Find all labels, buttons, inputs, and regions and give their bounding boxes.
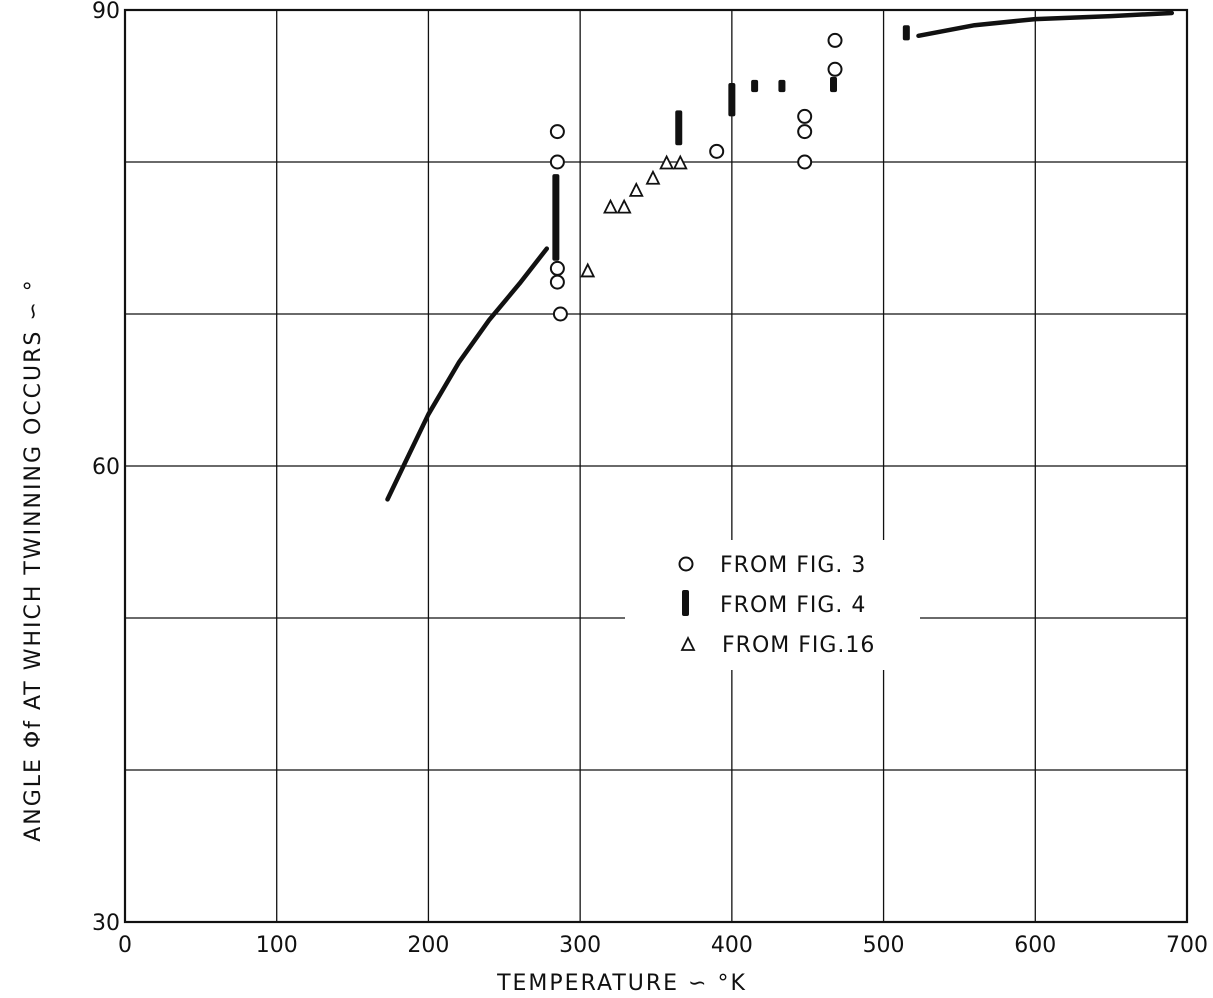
legend-label-fig16: FROM FIG.16 <box>722 633 875 658</box>
range-bar-4 <box>778 79 786 93</box>
triangle-point-5 <box>659 154 675 170</box>
x-tick-label-600: 600 <box>1014 933 1056 958</box>
x-tick-label-0: 0 <box>118 933 132 958</box>
plot-frame <box>123 8 1189 924</box>
y-tick-label-90: 90 <box>92 0 120 24</box>
circle-point-10 <box>827 61 843 77</box>
triangle-point-0 <box>580 262 596 278</box>
legend-markers <box>678 556 696 651</box>
circle-point-5 <box>709 143 725 159</box>
range-bar-0 <box>552 174 560 261</box>
circle-point-6 <box>797 108 813 124</box>
legend-label-fig3: FROM FIG. 3 <box>720 553 866 578</box>
range-bar-6 <box>902 25 910 41</box>
series-layer <box>385 10 1175 502</box>
curve-line-3 <box>385 246 550 502</box>
y-axis-title: ANGLE Φf AT WHICH TWINNING OCCURS ∽ ° <box>21 278 46 842</box>
grid <box>125 10 1187 922</box>
x-tick-label-500: 500 <box>863 933 905 958</box>
triangle-point-6 <box>672 154 688 170</box>
series-0 <box>549 32 843 322</box>
legend: FROM FIG. 3 FROM FIG. 4 FROM FIG.16 <box>625 540 920 670</box>
x-tick-label-700: 700 <box>1166 933 1208 958</box>
plot-border <box>123 8 1189 924</box>
range-bar-1 <box>675 110 683 146</box>
legend-label-fig4: FROM FIG. 4 <box>720 593 866 618</box>
circle-point-1 <box>549 154 565 170</box>
range-bar-2 <box>728 82 736 117</box>
x-axis-title: TEMPERATURE ∽ °K <box>496 971 747 996</box>
tick-labels: 0 100 200 300 400 500 600 700 30 60 90 <box>92 0 1208 958</box>
triangle-point-1 <box>603 198 618 214</box>
series-2 <box>580 154 688 278</box>
legend-marker-circle <box>678 556 694 572</box>
y-tick-label-30: 30 <box>92 911 120 936</box>
y-tick-label-60: 60 <box>92 455 120 480</box>
x-tick-label-100: 100 <box>256 933 298 958</box>
series-3 <box>385 246 550 502</box>
triangle-point-2 <box>616 198 632 214</box>
legend-background <box>625 540 920 670</box>
circle-point-2 <box>549 260 565 276</box>
legend-marker-bar <box>682 590 689 616</box>
circle-point-3 <box>549 274 565 290</box>
range-bar-5 <box>830 76 838 93</box>
triangle-point-4 <box>645 169 661 185</box>
circle-point-7 <box>797 124 813 140</box>
circle-point-0 <box>549 124 565 140</box>
series-1 <box>552 25 910 261</box>
triangle-point-3 <box>628 181 644 197</box>
range-bar-3 <box>751 79 759 93</box>
circle-point-4 <box>552 306 568 322</box>
legend-marker-triangle <box>680 635 696 651</box>
x-tick-label-200: 200 <box>407 933 449 958</box>
circle-point-9 <box>827 32 843 48</box>
x-tick-label-400: 400 <box>711 933 753 958</box>
x-tick-label-300: 300 <box>559 933 601 958</box>
series-4 <box>916 10 1175 39</box>
curve-line-4 <box>916 10 1175 39</box>
circle-point-8 <box>797 154 813 170</box>
